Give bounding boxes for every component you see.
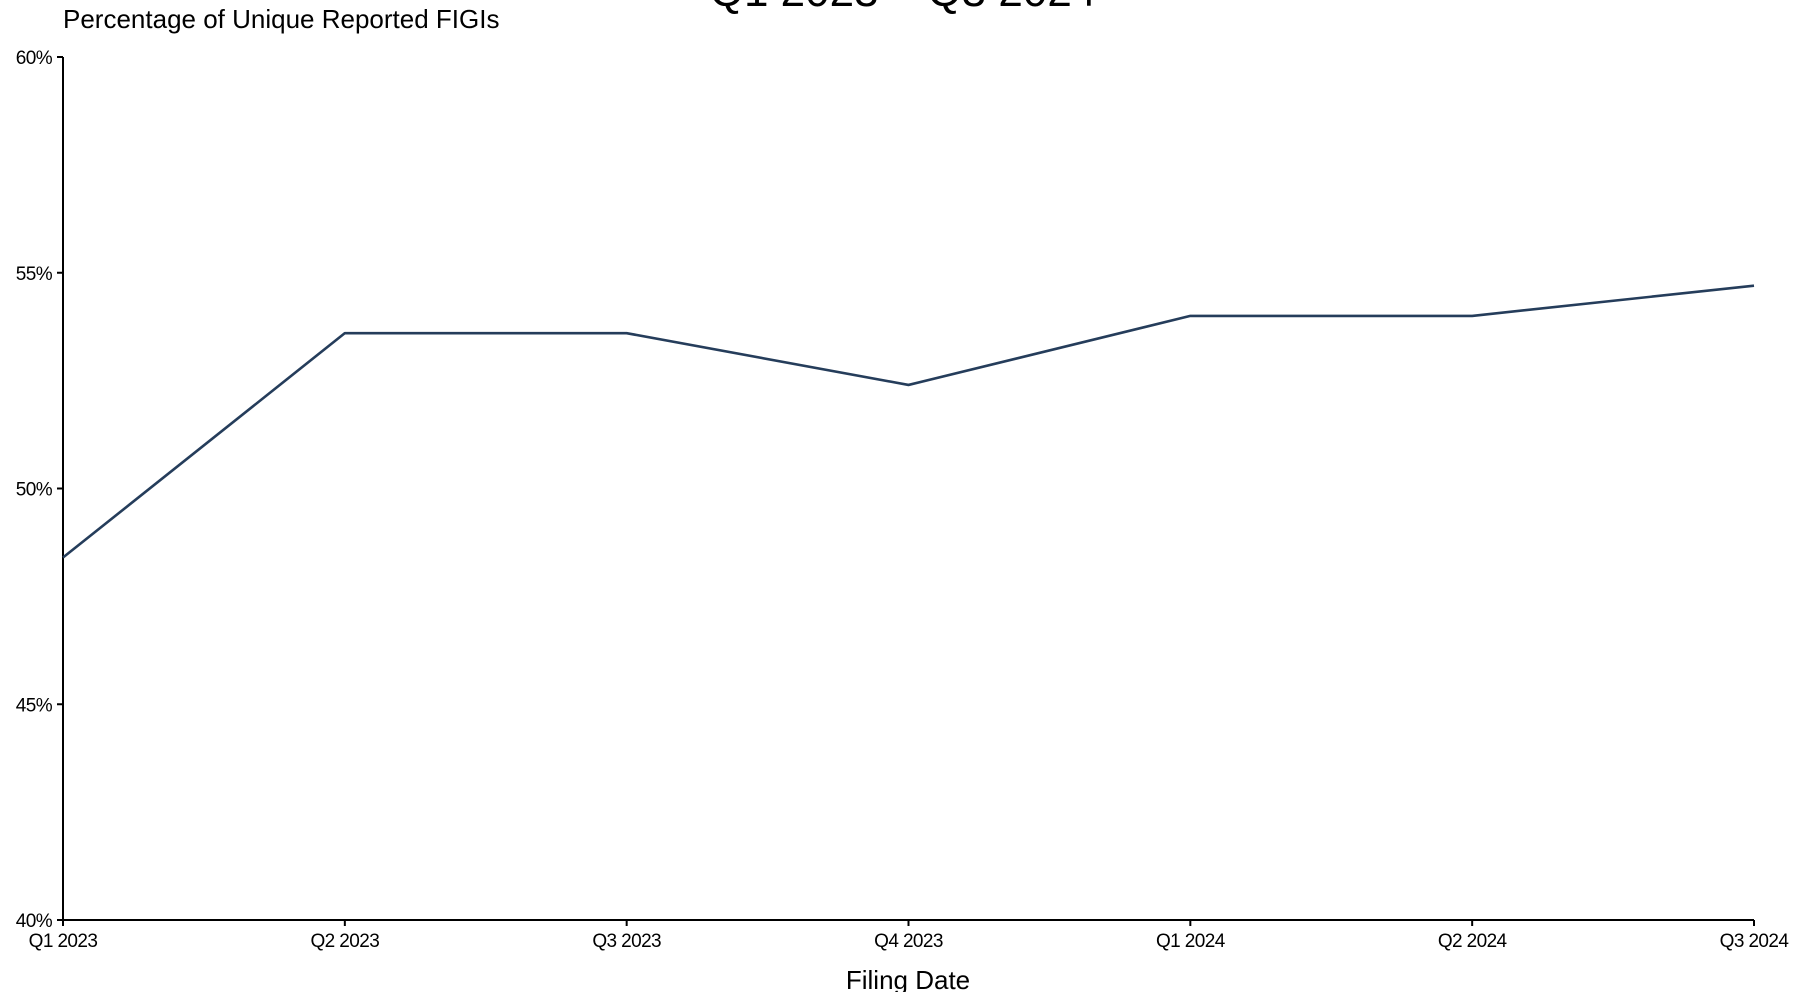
y-tick-label: 60% — [16, 48, 53, 69]
y-tick-label: 55% — [16, 264, 53, 285]
x-tick-label: Q2 2023 — [310, 931, 379, 952]
x-axis-ticks: Q1 2023 Q2 2023 Q3 2023 Q4 2023 Q1 2024 Q2 20… — [29, 920, 1790, 952]
y-axis-title: Percentage of Unique Reported FIGIs — [63, 4, 499, 34]
x-tick-label: Q1 2023 — [29, 931, 98, 952]
x-tick-label: Q2 2024 — [1438, 931, 1508, 952]
x-axis-title: Filing Date — [846, 965, 970, 992]
x-tick-label: Q3 2023 — [592, 931, 661, 952]
x-tick-label: Q1 2024 — [1156, 931, 1226, 952]
y-tick-label: 45% — [16, 695, 53, 716]
x-tick-label: Q4 2023 — [874, 931, 943, 952]
y-tick-label: 40% — [16, 911, 53, 932]
y-axis-ticks: 40% 45% 50% 55% 60% — [16, 48, 63, 932]
y-tick-label: 50% — [16, 480, 53, 501]
series-layer — [62, 284, 1755, 559]
chart-title: Q1 2023 – Q3 2024 — [710, 0, 1097, 16]
x-tick-label: Q3 2024 — [1720, 931, 1790, 952]
series-line — [62, 284, 1755, 559]
